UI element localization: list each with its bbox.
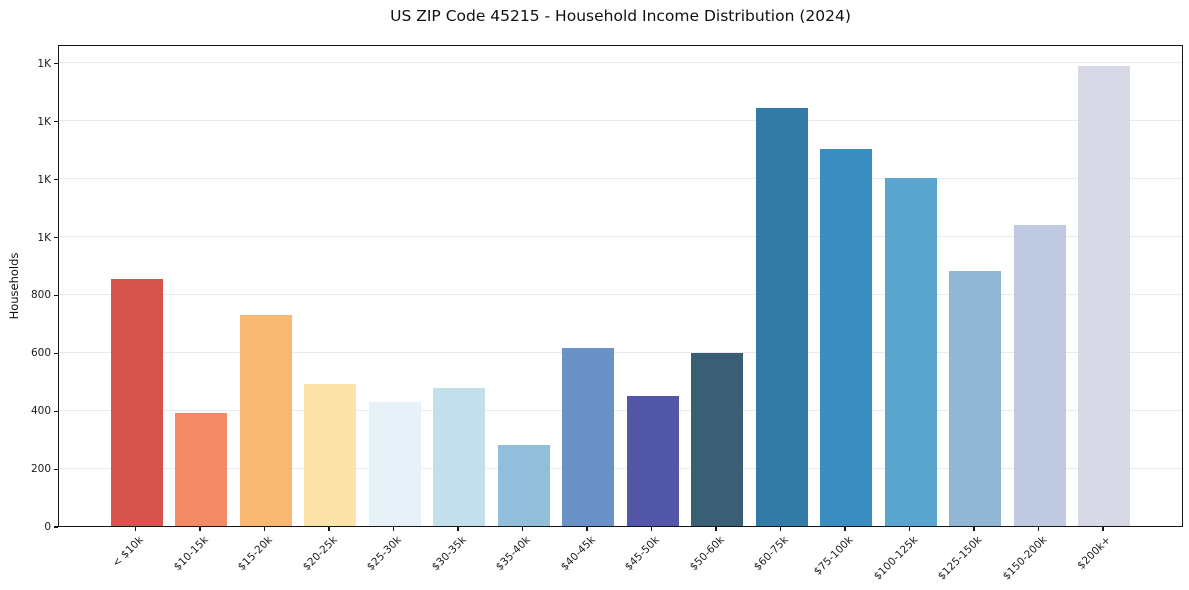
x-tick-label: $20-25k — [300, 534, 340, 574]
gridline — [59, 236, 1182, 238]
x-tick-mark — [586, 527, 588, 531]
y-tick-label: 1K — [37, 173, 51, 186]
x-tick-mark — [199, 527, 201, 531]
bar — [368, 402, 421, 526]
x-tick-label: $150-200k — [1000, 534, 1049, 583]
bar — [1013, 224, 1066, 526]
bar — [433, 388, 485, 526]
bar — [239, 314, 292, 526]
y-tick-mark — [54, 294, 58, 296]
x-tick-mark — [263, 527, 266, 531]
y-tick-label: 600 — [30, 347, 51, 360]
x-tick-label: $45-50k — [622, 534, 662, 574]
x-tick-mark — [134, 527, 137, 531]
bar — [691, 352, 743, 526]
x-tick-label: $30-35k — [429, 534, 469, 574]
y-tick-mark — [54, 63, 58, 65]
x-tick-mark — [844, 527, 846, 531]
x-tick-mark — [1102, 527, 1104, 531]
bar — [949, 270, 1001, 526]
bar — [884, 178, 937, 526]
x-tick-label: < $10k — [110, 534, 146, 570]
y-tick-mark — [54, 526, 58, 528]
gridline — [59, 293, 1182, 295]
gridline — [59, 62, 1182, 64]
bar — [820, 148, 872, 526]
x-tick-label: $35-40k — [493, 534, 533, 574]
chart-title: US ZIP Code 45215 - Household Income Dis… — [390, 7, 851, 25]
bar — [562, 347, 614, 526]
x-tick-label: $100-125k — [871, 534, 920, 583]
gridline — [59, 178, 1182, 180]
x-tick-label: $200k+ — [1075, 534, 1114, 572]
x-tick-mark — [328, 527, 330, 531]
gridline — [59, 467, 1182, 469]
x-tick-label: $60-75k — [751, 534, 791, 574]
x-tick-mark — [650, 527, 653, 531]
y-tick-label: 1K — [37, 57, 51, 70]
gridline — [59, 351, 1182, 353]
bar — [497, 445, 550, 526]
x-tick-mark — [779, 527, 782, 531]
x-tick-label: $40-45k — [558, 534, 598, 574]
y-tick-label: 1K — [37, 231, 51, 244]
y-tick-mark — [54, 121, 58, 123]
y-tick-label: 1K — [37, 115, 51, 128]
x-tick-label: $125-150k — [935, 534, 985, 583]
y-tick-mark — [54, 179, 58, 181]
gridline — [59, 120, 1182, 122]
bar — [626, 396, 679, 526]
x-tick-mark — [392, 527, 395, 531]
bar — [1078, 66, 1130, 526]
y-tick-mark — [54, 468, 58, 470]
x-tick-mark — [973, 527, 975, 531]
y-tick-label: 0 — [44, 521, 51, 533]
y-tick-mark — [54, 410, 58, 412]
bar — [175, 413, 227, 526]
x-tick-label: $15-20k — [235, 534, 275, 574]
x-tick-label: $10-15k — [171, 534, 211, 574]
y-tick-label: 400 — [30, 405, 51, 418]
gridline — [59, 409, 1182, 411]
x-tick-label: $50-60k — [687, 534, 727, 574]
y-axis-label: Households — [7, 252, 21, 320]
y-tick-label: 800 — [30, 289, 51, 302]
x-tick-mark — [1037, 527, 1040, 531]
y-tick-mark — [54, 236, 58, 239]
x-tick-mark — [521, 527, 524, 531]
bar — [110, 278, 163, 526]
x-tick-label: $25-30k — [364, 534, 404, 574]
x-tick-mark — [457, 527, 459, 531]
x-tick-mark — [715, 527, 717, 531]
y-tick-mark — [54, 352, 58, 354]
x-tick-label: $75-100k — [811, 534, 856, 578]
bar — [304, 384, 356, 526]
bar — [755, 108, 808, 526]
y-tick-label: 200 — [30, 463, 51, 476]
x-tick-mark — [908, 527, 911, 531]
plot-area — [58, 45, 1183, 527]
